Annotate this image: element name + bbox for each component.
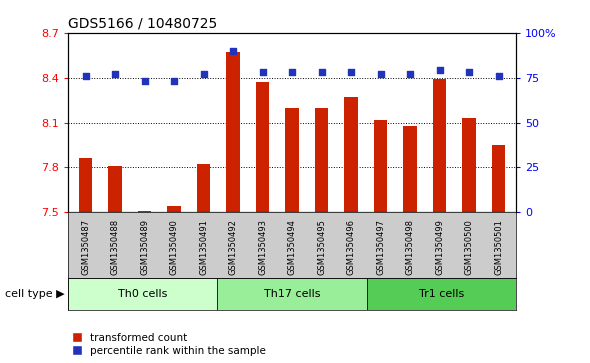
Bar bbox=[79, 158, 92, 212]
Point bbox=[317, 69, 326, 75]
Text: GDS5166 / 10480725: GDS5166 / 10480725 bbox=[68, 16, 217, 30]
Bar bbox=[68, 278, 217, 310]
Bar bbox=[345, 97, 358, 212]
Text: GSM1350489: GSM1350489 bbox=[140, 219, 149, 275]
Bar bbox=[109, 166, 122, 212]
Text: GSM1350499: GSM1350499 bbox=[435, 219, 444, 275]
Bar bbox=[227, 52, 240, 212]
Point bbox=[494, 73, 503, 79]
Bar bbox=[433, 79, 446, 212]
Point bbox=[110, 71, 120, 77]
Bar bbox=[374, 119, 387, 212]
Text: cell type ▶: cell type ▶ bbox=[5, 289, 65, 299]
Point bbox=[405, 71, 415, 77]
Point bbox=[464, 69, 474, 75]
Bar bbox=[463, 118, 476, 212]
Bar bbox=[492, 145, 505, 212]
Legend: transformed count, percentile rank within the sample: transformed count, percentile rank withi… bbox=[73, 333, 266, 356]
Text: GSM1350490: GSM1350490 bbox=[169, 219, 179, 275]
Text: GSM1350500: GSM1350500 bbox=[464, 219, 474, 275]
Bar bbox=[217, 278, 367, 310]
Bar bbox=[286, 107, 299, 212]
Point bbox=[258, 69, 267, 75]
Text: GSM1350493: GSM1350493 bbox=[258, 219, 267, 275]
Text: GSM1350495: GSM1350495 bbox=[317, 219, 326, 275]
Bar bbox=[367, 278, 516, 310]
Bar bbox=[256, 82, 269, 212]
Text: GSM1350488: GSM1350488 bbox=[110, 219, 120, 275]
Point bbox=[287, 69, 297, 75]
Bar bbox=[168, 206, 181, 212]
Bar bbox=[138, 211, 151, 212]
Point bbox=[346, 69, 356, 75]
Text: Tr1 cells: Tr1 cells bbox=[419, 289, 464, 299]
Bar bbox=[197, 164, 210, 212]
Bar bbox=[404, 126, 417, 212]
Text: GSM1350494: GSM1350494 bbox=[287, 219, 297, 275]
Text: Th0 cells: Th0 cells bbox=[118, 289, 168, 299]
Point bbox=[435, 68, 444, 73]
Point bbox=[81, 73, 90, 79]
Text: GSM1350492: GSM1350492 bbox=[228, 219, 238, 275]
Text: GSM1350497: GSM1350497 bbox=[376, 219, 385, 275]
Text: GSM1350491: GSM1350491 bbox=[199, 219, 208, 275]
Point bbox=[169, 78, 179, 84]
Point bbox=[199, 71, 208, 77]
Text: GSM1350487: GSM1350487 bbox=[81, 219, 90, 275]
Text: GSM1350496: GSM1350496 bbox=[346, 219, 356, 275]
Bar bbox=[315, 107, 328, 212]
Point bbox=[228, 48, 238, 54]
Text: Th17 cells: Th17 cells bbox=[264, 289, 320, 299]
Point bbox=[140, 78, 149, 84]
Point bbox=[376, 71, 385, 77]
Text: GSM1350501: GSM1350501 bbox=[494, 219, 503, 275]
Text: GSM1350498: GSM1350498 bbox=[405, 219, 415, 275]
